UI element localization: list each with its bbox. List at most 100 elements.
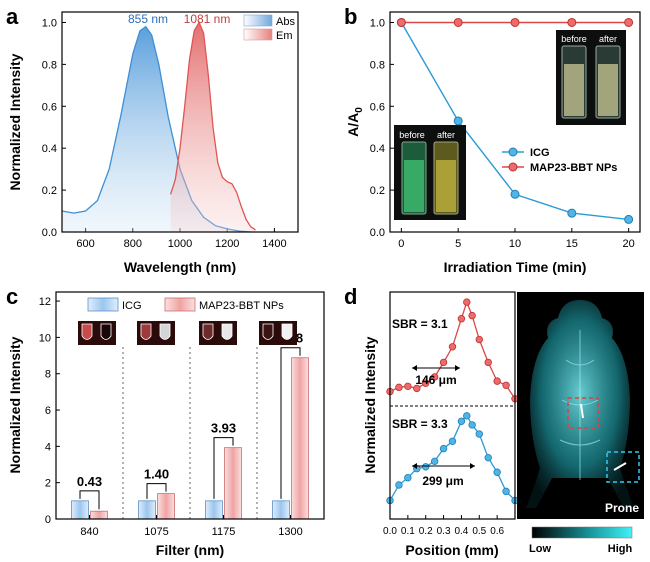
panel-a-y-tick-label: 0.4	[42, 143, 57, 155]
peak-label-em: 1081 nm	[184, 12, 231, 26]
panel-d-profile-point-top	[484, 358, 492, 367]
panel-c-y-tick-label: 12	[39, 296, 51, 308]
panel-d-profile-point-bottom	[422, 463, 430, 471]
panel-b-y-tick-label: 0.6	[370, 101, 385, 113]
panel-b-y-tick-label: 0.2	[370, 185, 385, 197]
colorbar-low-label: Low	[529, 543, 551, 555]
tube-thumbnails	[78, 321, 297, 345]
panel-c-x-tick-label: 1175	[212, 526, 236, 538]
panel-c-ratio-label: 0.43	[77, 474, 102, 489]
panel-c-x-axis-label: Filter (nm)	[156, 542, 224, 558]
panel-a-y-tick-label: 0.6	[42, 101, 57, 113]
fwhm-label-top: 146 μm	[415, 373, 456, 387]
legend-label-em: Em	[276, 30, 293, 42]
panel-d-profile-point-bottom	[439, 444, 448, 453]
peak-label-abs: 855 nm	[128, 12, 168, 26]
panel-c-y-tick-label: 10	[39, 332, 51, 344]
panel-d-profile-point-top	[457, 315, 466, 323]
panel-d-profile-point-bottom	[448, 437, 457, 445]
panel-a-area-em	[170, 22, 256, 232]
panel-d-profile-point-top	[493, 377, 501, 385]
inset-label-before: before	[399, 130, 425, 140]
legend-label-map: MAP23-BBT NPs	[530, 162, 617, 174]
panel-a-x-tick-label: 800	[124, 238, 142, 250]
panel-b-point-series-1	[624, 17, 634, 27]
panel-a-x-axis-label: Wavelength (nm)	[124, 259, 236, 275]
legend-label-abs: Abs	[276, 16, 295, 28]
panel-d-profile-point-bottom	[468, 421, 476, 429]
panel-a-line-em	[169, 21, 256, 231]
sbr-label-bottom: SBR = 3.3	[392, 417, 448, 431]
legend-label-map-c: MAP23-BBT NPs	[199, 300, 284, 312]
tube-thumb-1300	[259, 321, 297, 345]
panel-d-profile-point-top	[468, 311, 476, 320]
panel-d-profile-point-bottom	[484, 453, 492, 462]
panel-a-y-tick-label: 1.0	[42, 17, 57, 29]
inset-photo-icg: before after	[394, 125, 466, 220]
panel-d-x-tick-label: 0.1	[401, 526, 415, 537]
panel-b-x-tick-label: 20	[623, 238, 635, 250]
sbr-label-top: SBR = 3.1	[392, 317, 448, 331]
panel-d-profile-line-top	[389, 300, 516, 400]
panel-b-point-series-1	[567, 17, 577, 27]
panel-b-y-tick-label: 0.0	[370, 227, 385, 239]
panel-c-bar-icg	[138, 500, 156, 520]
panel-c-x-tick-label: 1075	[144, 526, 168, 538]
panel-d-profile-point-top	[404, 382, 412, 391]
panel-c-ratio-bracket	[280, 347, 301, 499]
panel-b-point-series-0	[567, 208, 577, 218]
panel-a-x-tick-label: 1400	[262, 238, 286, 250]
inset-photo-map: before after	[556, 30, 626, 125]
legend-swatch-abs	[243, 14, 273, 27]
panel-b-point-series-1	[396, 17, 406, 27]
panel-c-y-tick-label: 6	[45, 405, 51, 417]
panel-d-profile-point-bottom	[463, 412, 471, 420]
panel-b-frame	[389, 11, 641, 233]
panel-a-x-tick-label: 1200	[215, 238, 239, 250]
legend-swatch-map	[164, 297, 196, 312]
panel-a-area-abs	[62, 26, 251, 233]
panel-d-profile-line-bottom	[389, 414, 516, 501]
panel-c-bar-map	[291, 357, 309, 520]
panel-c-x-tick-label: 840	[80, 526, 98, 538]
tube-thumb-1075	[137, 321, 175, 345]
panel-d-profile-point-bottom	[430, 457, 439, 466]
panel-c-legend: ICG MAP23-BBT NPs	[87, 297, 284, 312]
panel-b-y-axis-label: A/A0	[345, 107, 365, 137]
panel-c-y-axis-label: Normalized Intensity	[7, 336, 23, 473]
panel-d-x-tick-label: 0.6	[490, 526, 504, 537]
panel-c-ratio-bracket	[146, 483, 167, 499]
tube-thumb-1175	[199, 321, 237, 345]
panel-letter-c: c	[6, 284, 18, 309]
panel-c-ratio-label: 1.40	[144, 467, 169, 482]
prone-label: Prone	[605, 501, 639, 515]
panel-c-ratio-bracket	[213, 437, 234, 499]
legend-swatch-icg	[87, 297, 119, 312]
panel-c-bar-map	[224, 447, 242, 520]
colorbar-high-label: High	[608, 543, 633, 555]
panel-a: a 0.0 0.2 0.4 0.6 0.8 1.0 600 800 1000 1200 1400 W…	[6, 4, 299, 275]
panel-d-profile-point-bottom	[457, 417, 466, 425]
panel-d-profile-point-bottom	[493, 468, 501, 476]
panel-b-y-tick-label: 1.0	[370, 17, 385, 29]
panel-d-x-tick-label: 0.2	[419, 526, 433, 537]
panel-d-x-tick-label: 0.0	[383, 526, 397, 537]
panel-letter-d: d	[344, 284, 357, 309]
panel-d-profile-point-bottom	[404, 474, 412, 482]
panel-b-y-tick-label: 0.8	[370, 59, 385, 71]
panel-d-profile-point-bottom	[395, 481, 403, 489]
panel-d-y-axis-label: Normalized Intensity	[362, 336, 378, 473]
panel-d-profile-point-top	[475, 335, 483, 344]
panel-c-bar-map	[90, 510, 108, 520]
panel-a-legend: Abs Em	[243, 14, 295, 42]
legend-marker-icg	[508, 147, 518, 157]
panel-c-x-tick-label: 1300	[278, 526, 302, 538]
panel-c-y-tick-label: 2	[45, 478, 51, 490]
svg-text:A/A0: A/A0	[345, 107, 365, 137]
tube-thumb-840	[78, 321, 116, 345]
panel-c-ratio-label: 3.93	[211, 421, 236, 436]
panel-d-profile-point-top	[395, 383, 403, 392]
panel-d-profile-point-top	[439, 358, 448, 367]
panel-c-bar-map	[157, 493, 175, 520]
